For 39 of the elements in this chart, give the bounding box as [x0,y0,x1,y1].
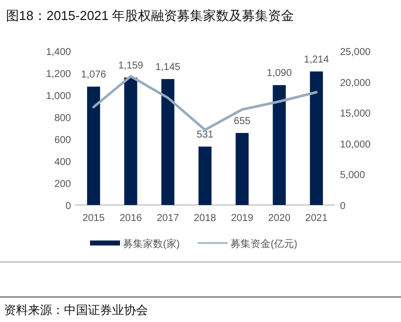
data-label: 1,159 [118,60,144,72]
y-tick-label: 0 [65,201,72,212]
chart-title: 图18：2015-2021 年股权融资募集家数及募集资金 [6,8,294,23]
text: 资料来源：中国证券业协会 [4,303,148,317]
x-tick-label: 2021 [305,213,328,224]
data-label: 531 [196,130,214,141]
legend-label: 募集家数(家) [123,238,180,250]
bar [198,146,212,205]
y-tick-label: 1,000 [46,91,72,102]
x-tick-label: 2015 [82,213,106,224]
y2-tick-label: 5,000 [340,170,366,182]
x-tick-label: 2019 [231,213,254,224]
y2-tick-label: 0 [340,201,346,212]
x-tick-label: 2017 [156,213,180,224]
y-tick-label: 400 [54,157,72,168]
legend-label: 募集资金(亿元) [230,238,298,250]
y-tick-label: 800 [54,113,72,124]
data-label: 1,090 [266,68,292,80]
data-label: 1,214 [304,54,330,66]
y-tick-label: 600 [54,135,72,146]
data-label: 1,145 [155,62,181,74]
y2-tick-label: 15,000 [340,108,372,120]
bar [161,79,174,205]
y-tick-label: 200 [54,179,72,190]
bar [236,132,249,205]
bar [87,86,100,205]
bar [124,78,138,205]
y-tick-label: 1,400 [46,47,72,58]
y2-tick-label: 25,000 [340,47,372,58]
y2-tick-label: 10,000 [340,139,372,150]
bar [272,85,286,205]
bar [310,71,323,205]
y2-tick-label: 20,000 [340,78,372,89]
x-tick-label: 2018 [194,213,217,224]
data-label: 1,076 [81,70,107,81]
x-tick-label: 2020 [268,213,291,224]
y-tick-label: 1,200 [46,69,72,80]
data-label: 655 [234,116,251,127]
x-tick-label: 2016 [120,213,142,224]
